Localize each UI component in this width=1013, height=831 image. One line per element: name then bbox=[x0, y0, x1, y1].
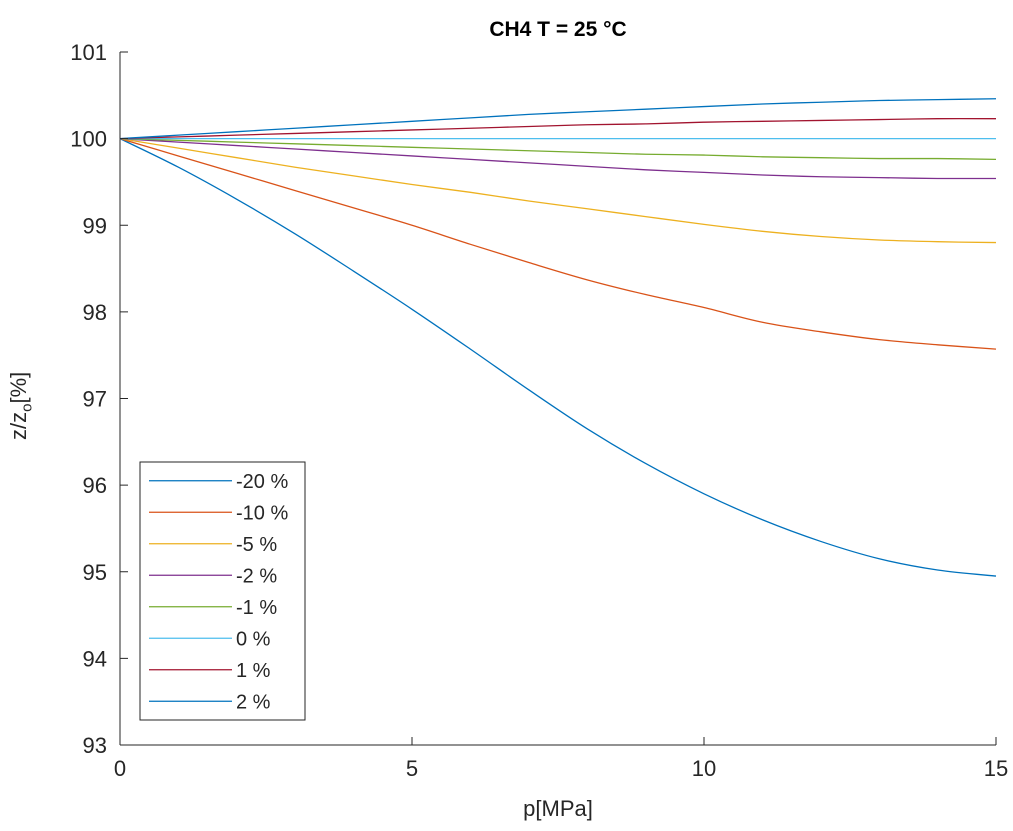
y-tick-label: 95 bbox=[83, 560, 107, 585]
legend-box bbox=[139, 461, 306, 721]
series-line bbox=[119, 117, 997, 140]
chart-title: CH4 T = 25 °C bbox=[489, 18, 627, 41]
x-tick-label: 15 bbox=[984, 756, 1008, 781]
legend-label: 1 % bbox=[236, 660, 271, 682]
series-line bbox=[119, 98, 997, 140]
legend-label: -5 % bbox=[236, 534, 277, 556]
series-layer bbox=[119, 98, 997, 577]
y-axis-label-main: z/z bbox=[6, 411, 31, 440]
y-tick-label: 94 bbox=[83, 646, 107, 671]
series-line bbox=[119, 137, 997, 161]
y-tick-label: 97 bbox=[83, 387, 107, 412]
x-tick-label: 5 bbox=[406, 756, 418, 781]
legend-label: 2 % bbox=[236, 691, 271, 713]
legend: -20 % -10 % -5 % -2 % -1 % 0 % 1 % 2 % bbox=[139, 461, 306, 721]
legend-label: 0 % bbox=[236, 628, 271, 650]
legend-label: -2 % bbox=[236, 565, 277, 587]
series-line bbox=[119, 137, 997, 244]
y-axis-label-unit: [%] bbox=[6, 371, 31, 404]
x-axis-label: p[MPa] bbox=[523, 796, 593, 821]
y-axis-label: z/zo[%] bbox=[6, 360, 36, 440]
y-tick-label: 96 bbox=[83, 473, 107, 498]
y-tick-label: 101 bbox=[70, 40, 107, 65]
y-tick-label: 93 bbox=[83, 733, 107, 758]
series-line bbox=[119, 137, 997, 180]
y-tick-label: 98 bbox=[83, 300, 107, 325]
series-line bbox=[119, 138, 997, 577]
series-line bbox=[119, 138, 997, 350]
legend-label: -10 % bbox=[236, 502, 288, 524]
y-axis-ticks: 93 94 95 96 97 98 99 100 101 bbox=[70, 40, 128, 758]
y-axis-label-subscript: o bbox=[18, 403, 36, 412]
legend-label: -1 % bbox=[236, 597, 277, 619]
x-axis-ticks: 0 5 10 15 bbox=[114, 737, 1008, 781]
legend-label: -20 % bbox=[236, 471, 288, 493]
x-tick-label: 10 bbox=[692, 756, 716, 781]
y-tick-label: 99 bbox=[83, 213, 107, 238]
x-tick-label: 0 bbox=[114, 756, 126, 781]
y-tick-label: 100 bbox=[70, 127, 107, 152]
